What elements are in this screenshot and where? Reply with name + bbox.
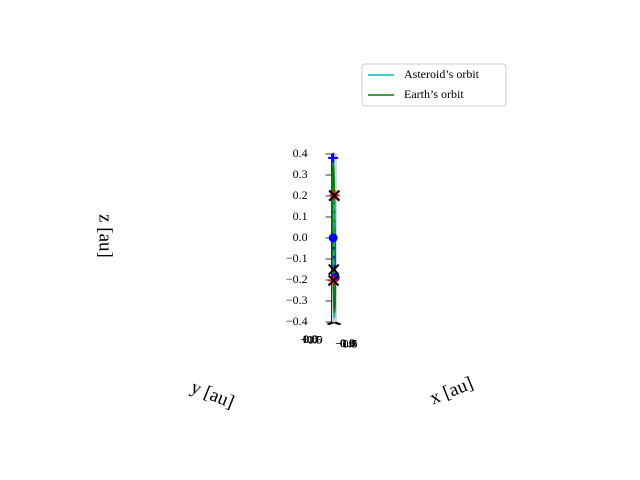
x-tick-label: 0.0 (340, 336, 355, 350)
marker (328, 233, 338, 243)
y-axis-label: y [au] (188, 377, 237, 413)
z-tick-label: 0.4 (293, 146, 308, 160)
z-tick-label: −0.4 (286, 314, 308, 328)
axis-line (333, 321, 337, 324)
y-tick-label: 0.0 (303, 332, 318, 346)
legend: Asteroid’s orbit Earth’s orbit (361, 63, 507, 107)
z-tick-label: 0.0 (293, 230, 308, 244)
axis-line (331, 321, 335, 324)
x-axis-label: x [au] (427, 373, 476, 409)
tick-mark (326, 321, 332, 325)
dashed-line (332, 237, 336, 278)
z-axis-label: z [au] (95, 214, 116, 258)
legend-label: Asteroid’s orbit (404, 67, 480, 81)
x-tick-label: 1.0 (341, 336, 356, 350)
x-tick-label: −1.0 (335, 337, 357, 351)
y-tick-label: 1.0 (302, 332, 317, 346)
x-tick-label: 0.5 (340, 336, 355, 350)
z-tick-label: 0.3 (293, 167, 308, 181)
z-tick-label: 0.1 (293, 209, 308, 223)
z-tick-label: −0.1 (286, 251, 308, 265)
grid-line (333, 152, 337, 155)
y-tick-label: 0.5 (303, 332, 318, 346)
z-tick-label: 0.2 (293, 188, 308, 202)
marker (327, 274, 340, 287)
legend-label: Earth’s orbit (404, 87, 464, 101)
y-tick-label: −0.5 (300, 332, 322, 346)
marker (328, 152, 339, 163)
y-tick-label: −1.0 (301, 333, 323, 347)
legend-box (361, 63, 507, 107)
z-tick-label: −0.2 (286, 272, 308, 286)
tick-mark (336, 321, 342, 325)
marker (328, 189, 340, 202)
x-tick-label: −0.5 (336, 336, 358, 350)
z-tick-label: −0.3 (286, 293, 308, 307)
marker (328, 263, 340, 276)
